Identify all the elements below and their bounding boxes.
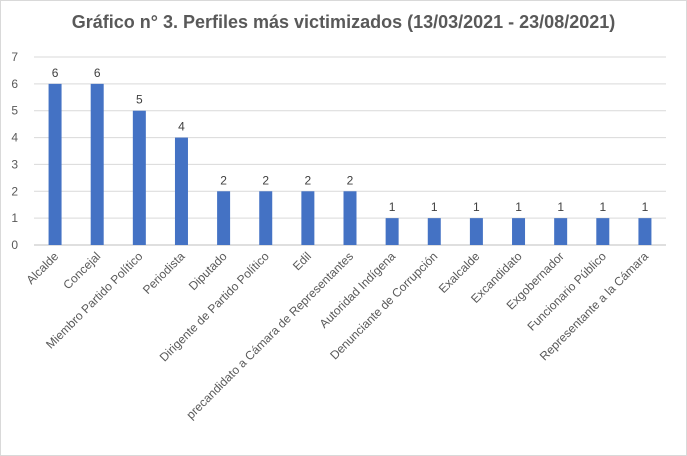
data-label: 1 (515, 200, 522, 214)
bar (638, 218, 652, 245)
y-tick-label: 6 (11, 77, 18, 91)
data-label: 1 (642, 200, 649, 214)
bar (554, 218, 568, 245)
y-tick-label: 1 (11, 211, 18, 225)
y-tick-label: 7 (11, 50, 18, 64)
bar (132, 110, 146, 245)
y-tick-label: 0 (11, 238, 18, 252)
x-tick-label: Edil (290, 249, 314, 273)
x-tick-label: Funcionario Público (524, 249, 609, 334)
data-label: 1 (431, 200, 438, 214)
bar (259, 191, 273, 245)
bar (90, 83, 104, 245)
data-label: 5 (136, 93, 143, 107)
bar (217, 191, 231, 245)
chart-title: Gráfico n° 3. Perfiles más victimizados … (71, 12, 616, 32)
data-label: 4 (178, 120, 185, 134)
bar (512, 218, 526, 245)
bar (427, 218, 441, 245)
data-label: 2 (305, 173, 312, 187)
data-label: 1 (473, 200, 480, 214)
x-tick-label: Periodista (140, 249, 188, 297)
data-label: 2 (262, 173, 269, 187)
data-label: 1 (557, 200, 564, 214)
bar (596, 218, 610, 245)
y-tick-label: 3 (11, 157, 18, 171)
bar (301, 191, 315, 245)
x-tick-label: Concejal (60, 249, 103, 292)
bar (385, 218, 399, 245)
y-tick-label: 5 (11, 104, 18, 118)
bar (48, 83, 62, 245)
data-label: 1 (599, 200, 606, 214)
x-tick-label: Autoridad Indígena (317, 249, 399, 331)
data-label: 2 (220, 173, 227, 187)
data-label: 6 (52, 66, 59, 80)
bar (469, 218, 483, 245)
data-label: 6 (94, 66, 101, 80)
x-tick-label: Alcalde (23, 249, 61, 287)
data-label: 1 (389, 200, 396, 214)
data-label: 2 (347, 173, 354, 187)
bar (174, 137, 188, 245)
y-tick-label: 2 (11, 184, 18, 198)
y-tick-label: 4 (11, 131, 18, 145)
bar (343, 191, 357, 245)
